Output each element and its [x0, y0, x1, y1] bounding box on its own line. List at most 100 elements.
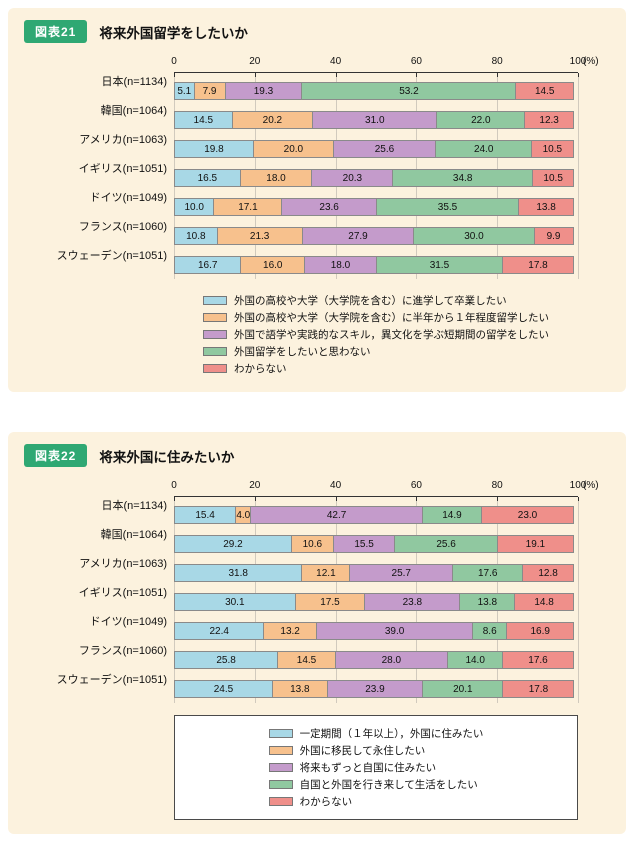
legend-swatch — [268, 797, 293, 806]
figure-badge: 図表22 — [24, 444, 88, 467]
legend-label: 外国で語学や実践的なスキル，異文化を学ぶ短期間の留学をしたい — [234, 329, 549, 341]
bar-row: 10.0 17.1 23.6 35.5 13.8 — [174, 198, 578, 216]
legend-label: 外国留学をしたいと思わない — [234, 346, 371, 358]
bar-segment: 10.5 — [531, 140, 574, 158]
category-label: ドイツ(n=1049) — [89, 192, 167, 204]
legend-label: 外国の高校や大学（大学院を含む）に進学して卒業したい — [234, 295, 507, 307]
bar-value: 15.5 — [354, 538, 374, 550]
bar-value: 27.9 — [348, 230, 368, 242]
bar-segment: 34.8 — [392, 169, 533, 187]
figure-badge: 図表21 — [24, 20, 88, 43]
axis-unit-label: (%) — [583, 56, 599, 67]
category-label: スウェーデン(n=1051) — [56, 250, 167, 262]
gridline — [578, 497, 579, 703]
legend-swatch — [268, 780, 293, 789]
axis-tick-label: 20 — [249, 56, 261, 67]
bar-value: 31.0 — [365, 114, 385, 126]
axis-area: 0 20 40 60 80 100 (%) — [171, 479, 598, 496]
bar-value: 24.5 — [213, 683, 234, 695]
legend-label: 外国の高校や大学（大学院を含む）に半年から１年程度留学したい — [234, 312, 549, 324]
bar-value: 25.6 — [436, 538, 456, 550]
bar-segment: 4.0 — [235, 506, 252, 524]
bar-value: 30.0 — [464, 230, 484, 242]
legend-box: 外国の高校や大学（大学院を含む）に進学して卒業したい外国の高校や大学（大学院を含… — [174, 291, 578, 378]
panel-header: 図表22 将来外国に住みたいか — [24, 444, 610, 467]
bar-value: 39.0 — [384, 625, 405, 637]
bar-row: 14.5 20.2 31.0 22.0 12.3 — [174, 111, 578, 129]
bar-segment: 18.0 — [304, 256, 377, 274]
bar-row: 31.8 12.1 25.7 17.6 12.8 — [174, 564, 578, 582]
legend-item: 外国で語学や実践的なスキル，異文化を学ぶ短期間の留学をしたい — [203, 327, 549, 342]
legend-item: 外国留学をしたいと思わない — [203, 344, 549, 359]
figure-title: 将来外国留学をしたいか — [99, 25, 248, 41]
bar-value: 31.5 — [429, 259, 450, 271]
bar-segment: 13.8 — [518, 198, 574, 216]
bar-row: 19.8 20.0 25.6 24.0 10.5 — [174, 140, 578, 158]
bar-value: 23.6 — [319, 201, 339, 213]
bar-value: 7.9 — [202, 85, 217, 97]
bar-value: 23.0 — [517, 509, 538, 521]
panel-header: 図表21 将来外国留学をしたいか — [24, 20, 610, 43]
bar-segment: 25.6 — [394, 535, 498, 553]
axis-tick-label: 100 — [569, 480, 587, 491]
tick-mark — [497, 73, 499, 77]
bar-value: 20.3 — [342, 172, 363, 184]
bar-row: 30.1 17.5 23.8 13.8 14.8 — [174, 593, 578, 611]
category-label: アメリカ(n=1063) — [79, 558, 167, 570]
bar-segment: 14.5 — [277, 651, 336, 669]
axis-unit-label: (%) — [583, 480, 599, 491]
bar-segment: 14.5 — [515, 82, 574, 100]
category-labels: 日本(n=1134) 韓国(n=1064) アメリカ(n=1063) イギリス(n=1… — [24, 496, 174, 709]
legend-swatch — [268, 746, 293, 755]
chart-body: 日本(n=1134) 韓国(n=1064) アメリカ(n=1063) イギリス(n=1… — [24, 496, 610, 709]
stacked-bar-chart-live-abroad: 0 20 40 60 80 100 (%) 日本(n=1134) 韓国(n=1064) アメリカ(… — [24, 479, 610, 709]
bar-value: 10.8 — [186, 230, 206, 242]
bar-value: 10.5 — [542, 143, 563, 155]
axis-tick-label: 60 — [410, 56, 422, 67]
figure-panel-21: 図表21 将来外国留学をしたいか 0 20 40 60 80 100 (%) 日本(n=113… — [8, 8, 626, 392]
bar-row: 25.8 14.5 28.0 14.0 17.6 — [174, 651, 578, 669]
bar-segment: 23.6 — [281, 198, 377, 216]
bar-segment: 14.8 — [514, 593, 574, 611]
bar-segment: 5.1 — [174, 82, 195, 100]
bar-segment: 16.5 — [174, 169, 241, 187]
legend-swatch — [203, 296, 227, 305]
tick-mark — [335, 497, 337, 501]
bar-segment: 16.9 — [506, 622, 575, 640]
bar-segment: 53.2 — [301, 82, 517, 100]
category-label: イギリス(n=1051) — [78, 587, 167, 599]
bar-row: 16.5 18.0 20.3 34.8 10.5 — [174, 169, 578, 187]
tick-mark — [335, 73, 337, 77]
bar-value: 17.1 — [238, 201, 258, 213]
tick-mark — [578, 497, 579, 501]
bar-value: 18.0 — [330, 259, 351, 271]
bar-row: 5.1 7.9 19.3 53.2 14.5 — [174, 82, 578, 100]
legend-swatch — [203, 313, 227, 322]
bar-segment: 14.9 — [421, 506, 483, 524]
bar-segment: 27.9 — [301, 227, 415, 245]
bar-segment: 20.3 — [311, 169, 394, 187]
bar-segment: 17.1 — [213, 198, 283, 216]
legend-item: 外国に移民して永住したい — [268, 743, 484, 758]
bar-value: 29.2 — [223, 538, 243, 550]
bar-value: 13.8 — [290, 683, 310, 695]
legend-item: 外国の高校や大学（大学院を含む）に半年から１年程度留学したい — [203, 310, 549, 325]
bar-value: 13.2 — [280, 625, 300, 637]
bar-segment: 14.0 — [446, 651, 504, 669]
bar-segment: 19.8 — [174, 140, 254, 158]
axis-row: 0 20 40 60 80 100 (%) — [24, 55, 610, 72]
bar-value: 10.6 — [302, 538, 323, 550]
tick-mark — [578, 73, 579, 77]
bar-segment: 13.8 — [271, 680, 328, 698]
bar-value: 20.1 — [453, 683, 473, 695]
axis-tick-label: 0 — [171, 56, 177, 67]
bar-value: 23.9 — [365, 683, 385, 695]
category-label: イギリス(n=1051) — [78, 163, 167, 175]
bar-segment: 17.6 — [502, 651, 574, 669]
legend-swatch — [203, 330, 227, 339]
bar-segment: 13.8 — [459, 593, 516, 611]
chart-body: 日本(n=1134) 韓国(n=1064) アメリカ(n=1063) イギリス(n=1… — [24, 72, 610, 285]
tick-mark — [416, 497, 418, 501]
bar-value: 19.1 — [525, 538, 546, 550]
bar-value: 12.1 — [316, 567, 336, 579]
